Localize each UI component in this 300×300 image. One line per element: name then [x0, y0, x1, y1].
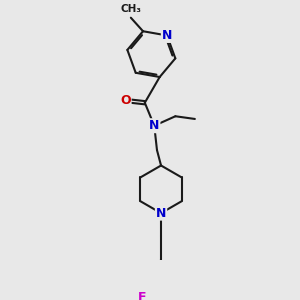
Text: N: N: [162, 29, 172, 42]
Text: O: O: [120, 94, 130, 107]
Text: CH₃: CH₃: [120, 4, 141, 14]
Text: N: N: [156, 207, 166, 220]
Text: N: N: [149, 119, 160, 132]
Text: F: F: [138, 291, 146, 300]
